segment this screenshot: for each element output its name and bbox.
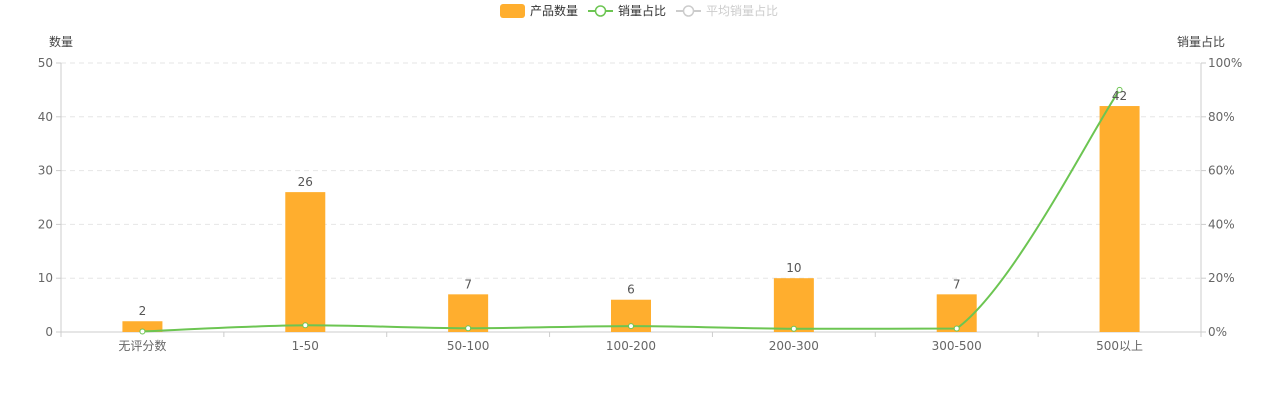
legend-item[interactable]: 平均销量占比 xyxy=(676,3,778,18)
legend-item[interactable]: 销量占比 xyxy=(588,3,666,18)
x-tick-label: 200-300 xyxy=(769,339,819,353)
bar-value-label: 7 xyxy=(464,277,472,291)
x-tick-label: 1-50 xyxy=(292,339,319,353)
line-point[interactable] xyxy=(465,325,472,332)
x-tick-label: 无评分数 xyxy=(118,338,166,353)
legend-label: 销量占比 xyxy=(618,3,666,18)
bar-value-label: 26 xyxy=(298,175,313,189)
y-left-tick-label: 30 xyxy=(38,164,53,178)
grid-lines xyxy=(61,62,1201,279)
legend-swatch-marker xyxy=(594,5,607,17)
line-point[interactable] xyxy=(953,325,960,332)
bar-series xyxy=(122,106,1140,332)
line-series xyxy=(139,86,1123,335)
bar-value-label: 10 xyxy=(786,261,801,275)
line-point[interactable] xyxy=(628,323,634,330)
bar[interactable] xyxy=(285,192,326,332)
y-left-tick-label: 0 xyxy=(45,325,53,339)
line-point[interactable] xyxy=(139,328,146,335)
legend-item[interactable]: 产品数量 xyxy=(500,3,578,18)
bar[interactable] xyxy=(773,278,814,332)
x-tick-label: 100-200 xyxy=(606,339,656,353)
line-point[interactable] xyxy=(790,325,797,332)
bar[interactable] xyxy=(1099,106,1140,332)
legend-swatch-marker xyxy=(682,5,695,17)
x-tick-label: 300-500 xyxy=(932,339,982,353)
y-left-tick-label: 20 xyxy=(38,217,53,231)
y-left-tick-label: 40 xyxy=(38,110,53,124)
y-right-tick-label: 40% xyxy=(1208,217,1235,231)
bar-value-label: 2 xyxy=(139,304,147,318)
bar-value-label: 6 xyxy=(627,283,635,297)
y-right-tick-label: 0% xyxy=(1208,325,1227,339)
legend[interactable]: 产品数量 销量占比 平均销量占比 xyxy=(500,3,778,18)
legend-label: 产品数量 xyxy=(530,3,578,18)
legend-label: 平均销量占比 xyxy=(706,3,778,18)
y-right-axis-title: 销量占比 xyxy=(1177,34,1225,49)
y-right-tick-label: 100% xyxy=(1208,56,1242,70)
bar[interactable] xyxy=(122,321,163,332)
bar-value-label: 7 xyxy=(953,277,961,291)
x-tick-label: 500以上 xyxy=(1096,339,1143,353)
y-right-tick-label: 80% xyxy=(1208,110,1235,124)
line-point[interactable] xyxy=(1116,86,1123,93)
legend-swatch-bar xyxy=(500,4,525,18)
line-point[interactable] xyxy=(302,322,309,329)
y-left-tick-label: 10 xyxy=(38,271,53,285)
y-left-tick-label: 50 xyxy=(38,56,53,70)
y-right-tick-label: 20% xyxy=(1208,271,1235,285)
data-labels: 2 26 7 6 10 7 42 xyxy=(139,89,1128,318)
x-tick-label: 50-100 xyxy=(447,339,490,353)
bar-value-label: 42 xyxy=(1112,89,1127,103)
y-left-axis-title: 数量 xyxy=(49,34,73,49)
y-right-tick-label: 60% xyxy=(1208,164,1235,178)
